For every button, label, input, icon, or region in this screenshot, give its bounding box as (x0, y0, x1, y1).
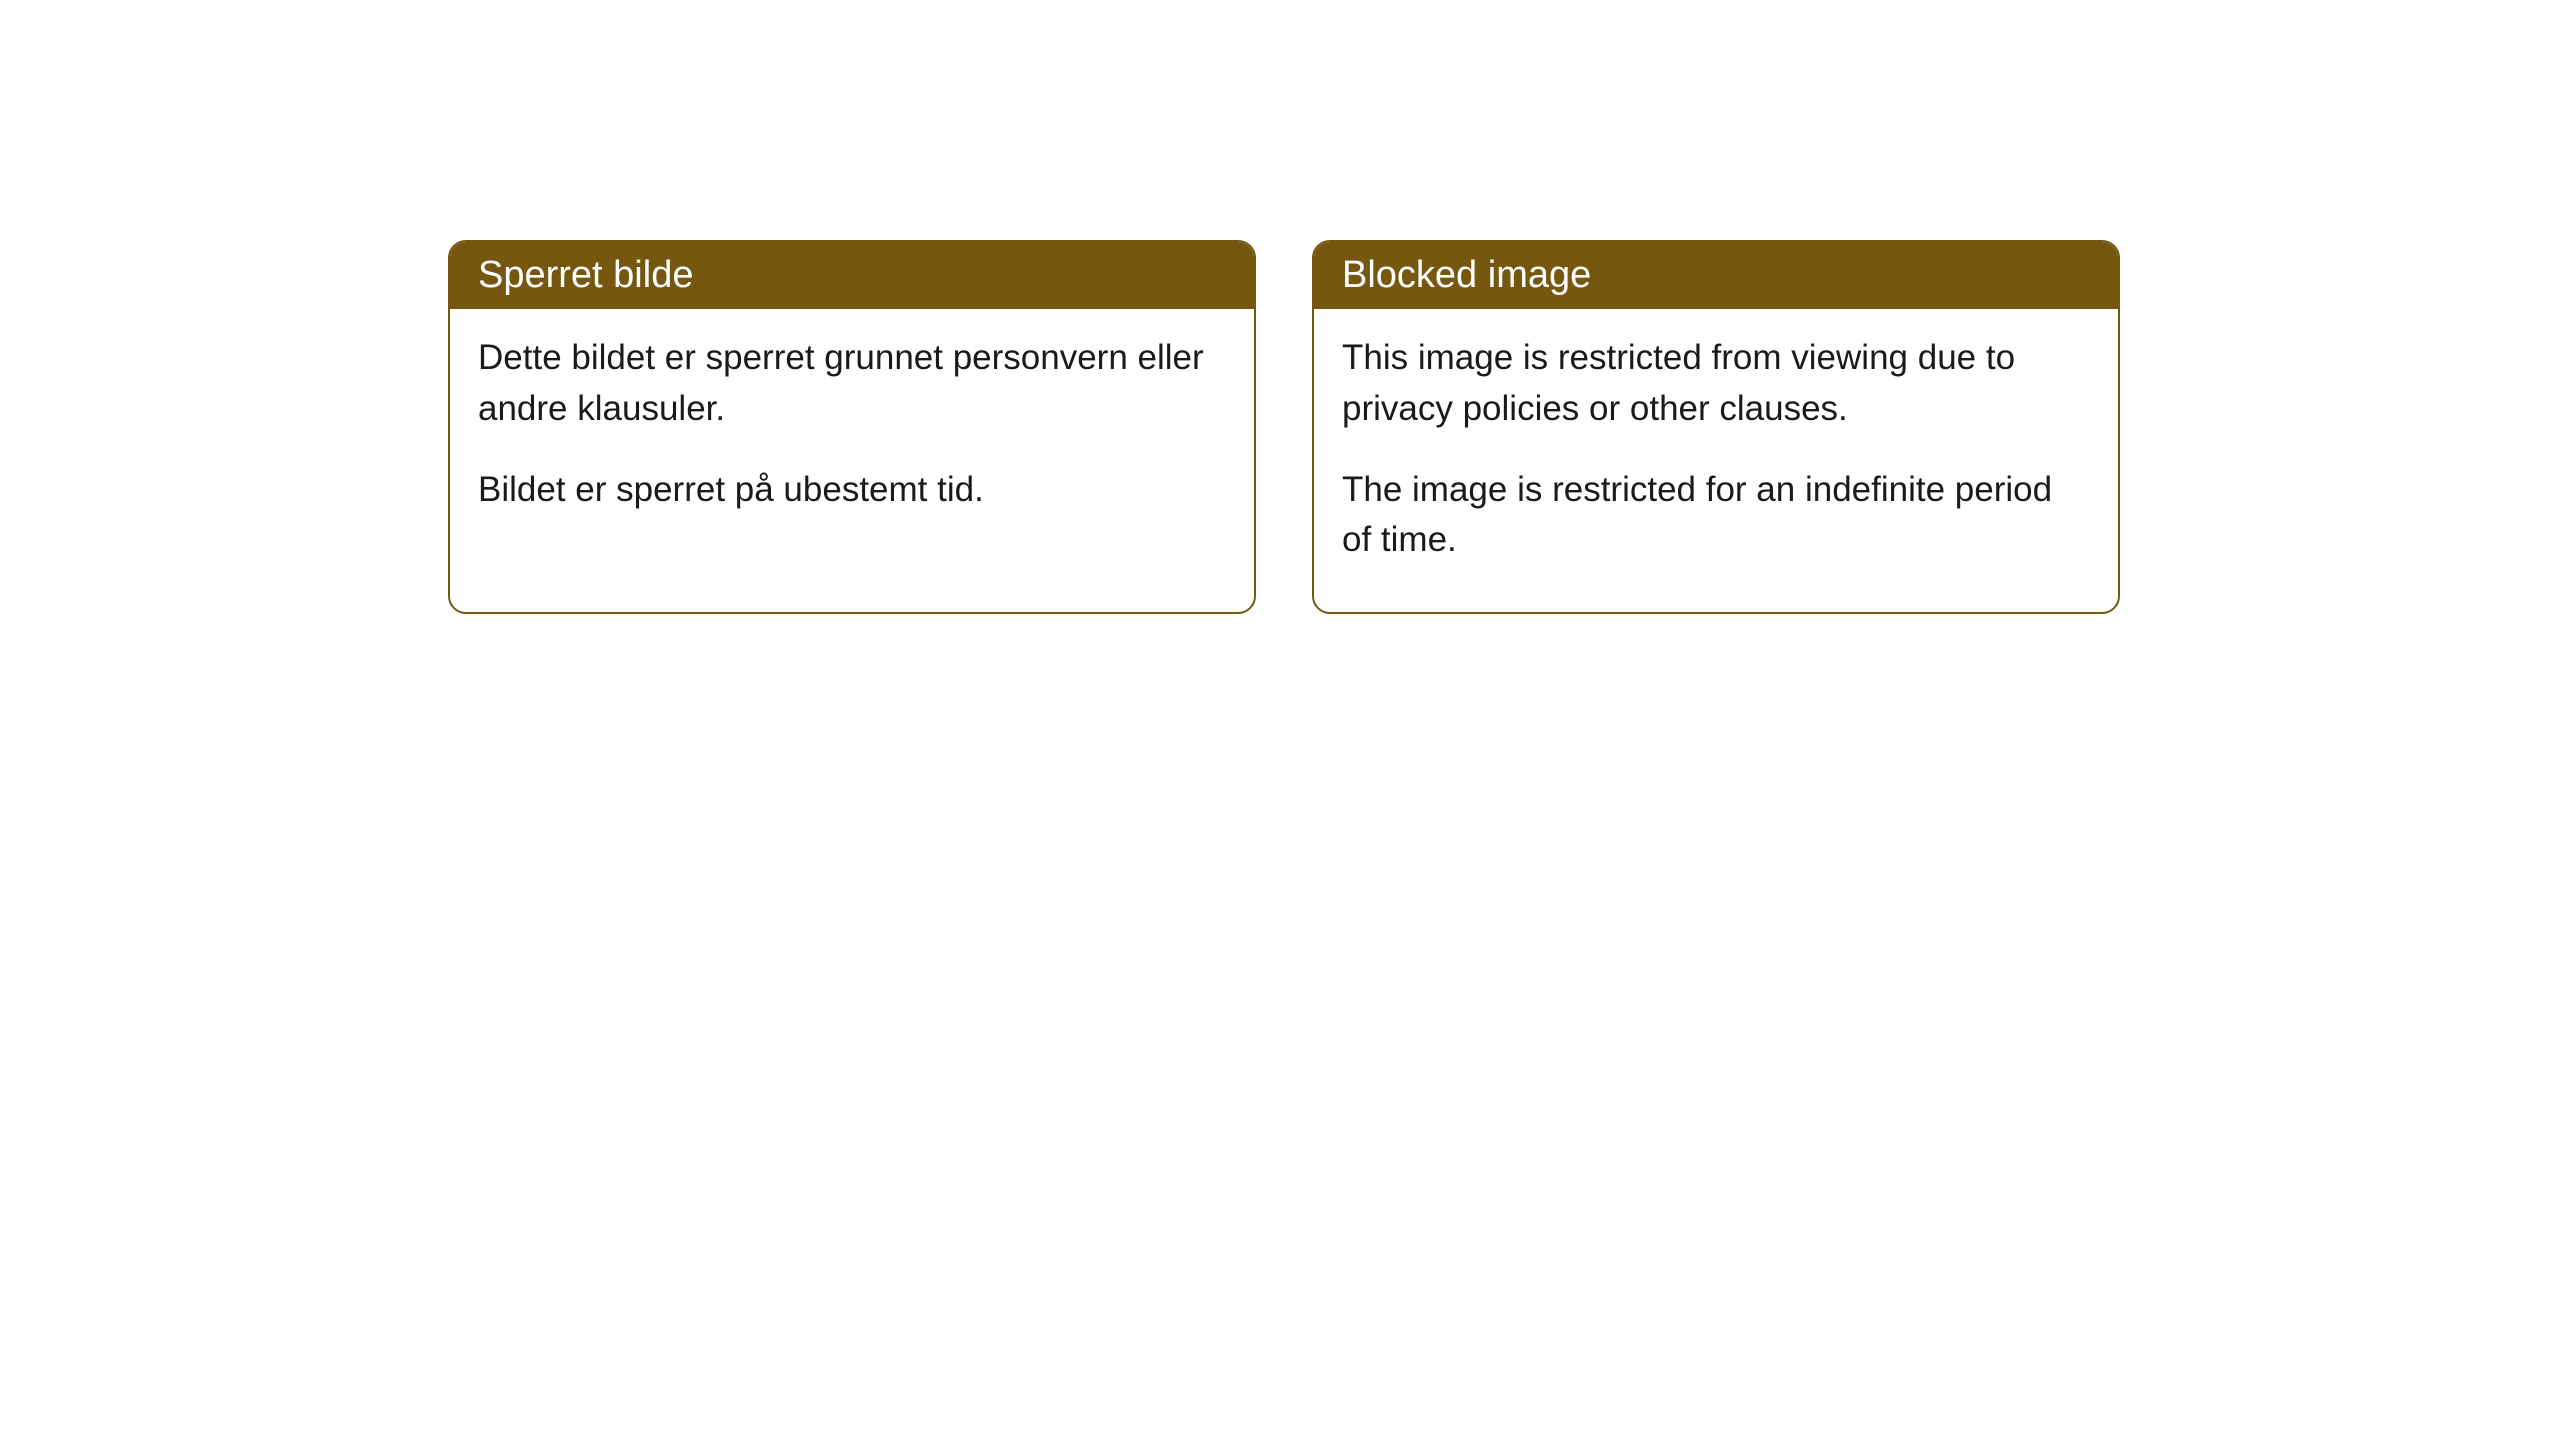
card-header: Sperret bilde (450, 242, 1254, 309)
cards-container: Sperret bilde Dette bildet er sperret gr… (448, 240, 2560, 614)
blocked-image-card-english: Blocked image This image is restricted f… (1312, 240, 2120, 614)
card-header: Blocked image (1314, 242, 2118, 309)
card-body: This image is restricted from viewing du… (1314, 309, 2118, 612)
card-paragraph: Dette bildet er sperret grunnet personve… (478, 333, 1226, 435)
card-paragraph: Bildet er sperret på ubestemt tid. (478, 465, 1226, 516)
card-paragraph: This image is restricted from viewing du… (1342, 333, 2090, 435)
blocked-image-card-norwegian: Sperret bilde Dette bildet er sperret gr… (448, 240, 1256, 614)
card-paragraph: The image is restricted for an indefinit… (1342, 465, 2090, 567)
card-title: Sperret bilde (478, 254, 693, 296)
card-title: Blocked image (1342, 254, 1591, 296)
card-body: Dette bildet er sperret grunnet personve… (450, 309, 1254, 561)
